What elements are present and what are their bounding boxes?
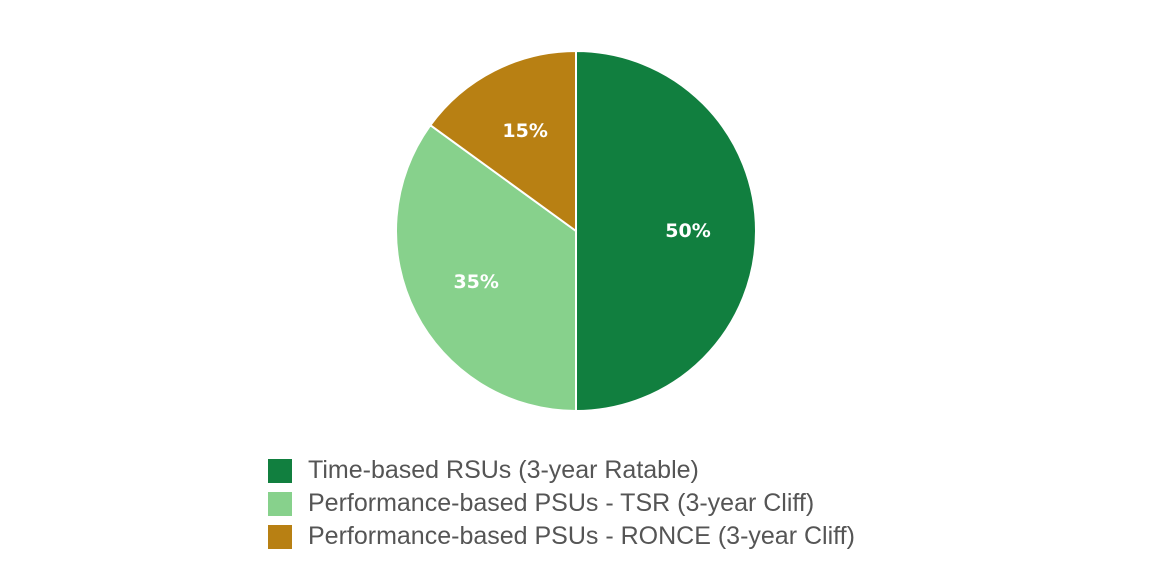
- pie-slices: [395, 49, 757, 413]
- legend-swatch: [268, 524, 292, 549]
- pie-data-label-2: 15%: [502, 120, 547, 142]
- pie-data-labels: 50% 35% 15%: [453, 120, 710, 293]
- pie-slice-1: [395, 123, 577, 413]
- pie-slice-2: [428, 49, 577, 233]
- legend-item-performance-psus-ronce: Performance-based PSUs - RONCE (3-year C…: [268, 520, 855, 553]
- legend-item-performance-psus-tsr: Performance-based PSUs - TSR (3-year Cli…: [268, 487, 855, 520]
- legend-label: Performance-based PSUs - RONCE (3-year C…: [308, 522, 855, 550]
- legend-label: Performance-based PSUs - TSR (3-year Cli…: [308, 489, 815, 517]
- legend-swatch: [268, 458, 292, 483]
- chart-legend: Time-based RSUs (3-year Ratable) Perform…: [268, 454, 855, 553]
- pie-data-label-1: 35%: [453, 271, 498, 293]
- legend-swatch: [268, 491, 292, 516]
- legend-item-time-based-rsus: Time-based RSUs (3-year Ratable): [268, 454, 855, 487]
- pie-data-label-0: 50%: [665, 220, 710, 242]
- pie-slice-0: [575, 49, 757, 413]
- legend-label: Time-based RSUs (3-year Ratable): [308, 456, 699, 484]
